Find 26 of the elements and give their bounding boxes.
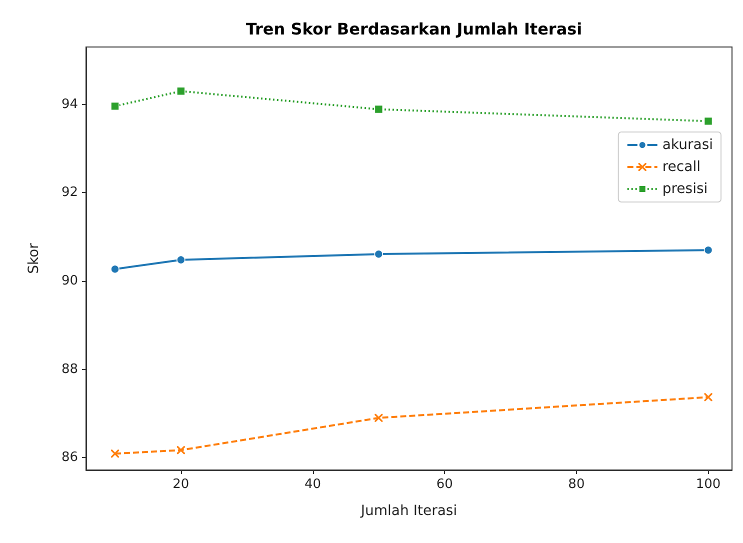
- x-axis-title: Jumlah Iterasi: [360, 503, 458, 519]
- x-tick-label: 20: [172, 477, 190, 492]
- legend-label: akurasi: [662, 137, 714, 153]
- point: [704, 246, 713, 255]
- point: [176, 255, 186, 264]
- x-tick-label: 80: [568, 477, 585, 492]
- y-tick-label: 94: [61, 96, 78, 112]
- y-tick-label: 88: [61, 362, 78, 377]
- chart-title: Tren Skor Berdasarkan Jumlah Iterasi: [246, 20, 582, 38]
- y-tick-label: 86: [61, 450, 78, 466]
- point: [110, 264, 120, 274]
- x-tick-label: 100: [696, 477, 721, 492]
- x-tick-label: 60: [436, 477, 453, 492]
- x-tick-label: 40: [304, 477, 322, 492]
- point: [704, 116, 713, 126]
- point: [111, 450, 120, 458]
- y-tick-label: 92: [61, 185, 78, 200]
- y-tick-label: 90: [61, 274, 78, 289]
- point: [374, 104, 384, 114]
- point: [176, 86, 186, 96]
- y-axis-title: Skor: [26, 242, 42, 274]
- legend-label: presisi: [662, 181, 708, 197]
- legend-label: recall: [662, 159, 700, 175]
- point: [374, 250, 384, 258]
- point: [110, 102, 120, 111]
- point: [704, 393, 712, 402]
